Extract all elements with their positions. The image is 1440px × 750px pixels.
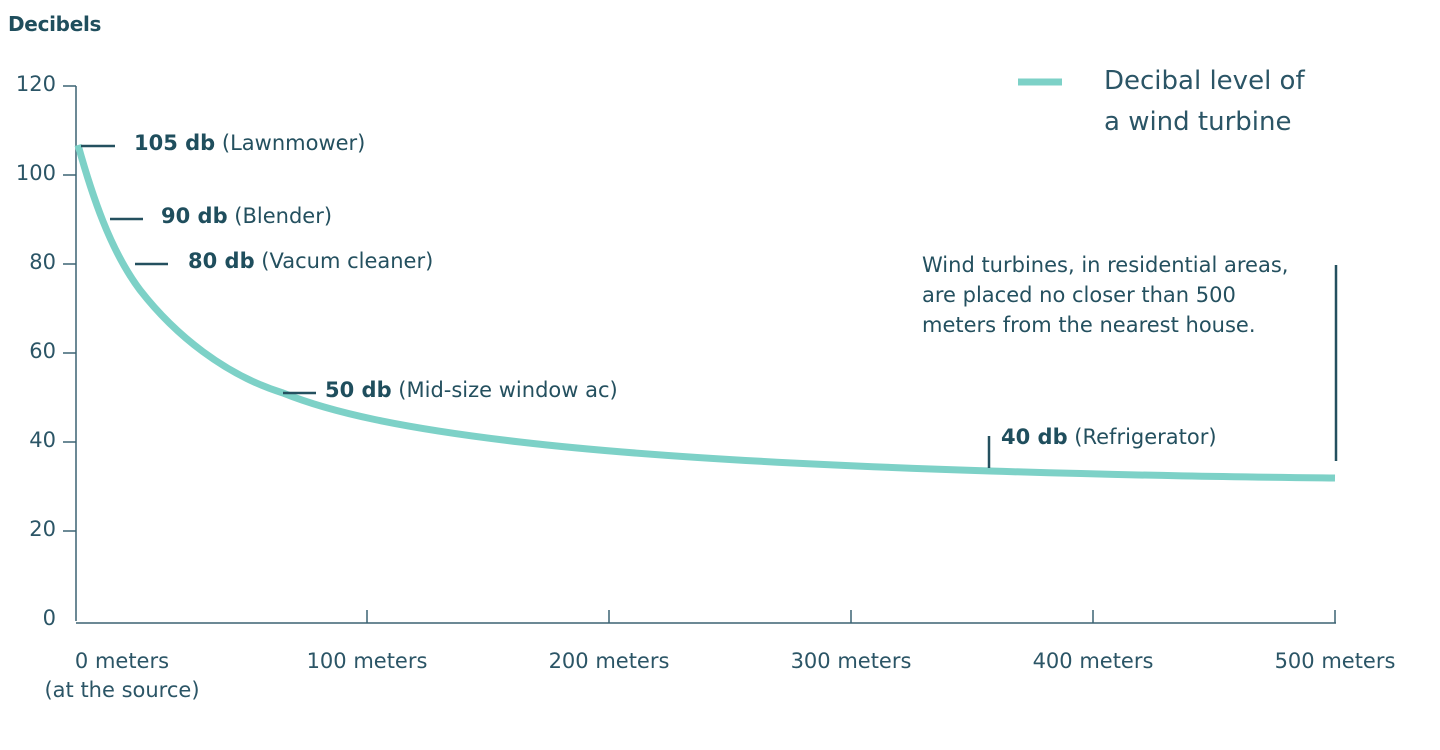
annotation-value: 40 db [1001, 425, 1068, 449]
annotation-value: 50 db [325, 378, 392, 402]
x-tick-label: 300 meters [790, 649, 912, 673]
x-tick-label: 500 meters [1274, 649, 1396, 673]
legend-label: Decibal level of a wind turbine [1104, 61, 1305, 143]
note-line: meters from the nearest house. [922, 313, 1256, 337]
y-axis-title: Decibels [8, 12, 102, 36]
annotation-window-ac: 50 db (Mid-size window ac) [325, 378, 618, 402]
x-tick-marks [366, 610, 1336, 623]
y-tick-marks [63, 85, 76, 532]
x-tick-label: 200 meters [548, 649, 670, 673]
annotation-label: (Vacum cleaner) [261, 249, 434, 273]
x-tick-label: 0 meters [74, 649, 170, 673]
annotation-value: 80 db [188, 249, 255, 273]
annotation-refrigerator: 40 db (Refrigerator) [1001, 425, 1217, 449]
annotation-label: (Refrigerator) [1074, 425, 1217, 449]
note-line: are placed no closer than 500 [922, 283, 1236, 307]
note-line: Wind turbines, in residential areas, [922, 253, 1289, 277]
annotation-leaders [81, 144, 1338, 468]
y-tick-label: 80 [29, 250, 56, 274]
annotation-value: 105 db [134, 131, 216, 155]
annotation-blender: 90 db (Blender) [161, 204, 332, 228]
x-tick-sublabel: (at the source) [44, 678, 200, 702]
x-tick-label-0: 0 meters (at the source) [44, 647, 199, 705]
annotation-vacuum: 80 db (Vacum cleaner) [188, 249, 433, 273]
x-tick-label: 400 meters [1032, 649, 1154, 673]
annotation-label: (Mid-size window ac) [398, 378, 618, 402]
decibel-curve [74, 144, 1336, 482]
annotation-label: (Lawnmower) [221, 131, 366, 155]
y-tick-label: 0 [42, 606, 56, 630]
y-tick-label: 60 [29, 339, 56, 363]
y-tick-label: 120 [15, 72, 56, 96]
setback-note: Wind turbines, in residential areas, are… [922, 250, 1288, 340]
annotation-value: 90 db [161, 204, 228, 228]
legend-label-line: a wind turbine [1104, 107, 1292, 137]
annotation-lawnmower: 105 db (Lawnmower) [134, 131, 365, 155]
y-tick-label: 40 [29, 428, 56, 452]
y-tick-label: 100 [15, 161, 56, 185]
legend-label-line: Decibal level of [1104, 66, 1305, 96]
x-tick-label: 100 meters [306, 649, 428, 673]
y-tick-label: 20 [29, 517, 56, 541]
annotation-label: (Blender) [234, 204, 333, 228]
